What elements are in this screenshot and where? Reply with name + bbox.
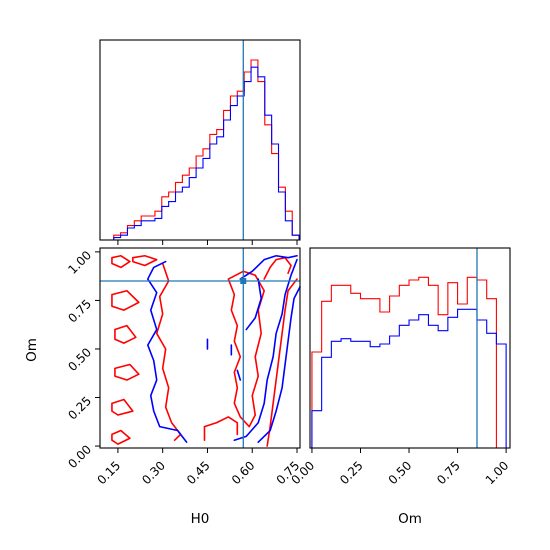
h0-x-tick-label: 0.30 bbox=[139, 458, 168, 487]
om-y-tick-label: 0.25 bbox=[65, 394, 94, 423]
om-histogram-x-tick-label: 1.00 bbox=[483, 458, 512, 487]
contour-line-series-2-5 bbox=[233, 258, 298, 442]
h0-om-contour-frame bbox=[99, 247, 301, 449]
contour-line-series-2-8 bbox=[257, 286, 301, 443]
contour-line-series-1-8 bbox=[111, 429, 131, 445]
om-histogram-content bbox=[311, 248, 507, 449]
h0-histogram-series-1 bbox=[100, 59, 300, 241]
om-axis-label: Om bbox=[398, 511, 422, 527]
h0-om-contour-content bbox=[100, 248, 301, 448]
h0-x-tick-label: 0.15 bbox=[94, 458, 123, 487]
om-histogram-panel: 0.00 0.25 0.50 0.75 1.00 bbox=[288, 247, 511, 487]
contour-line-series-1-10 bbox=[227, 270, 265, 428]
contour-line-series-1-6 bbox=[114, 363, 140, 381]
h0-histogram-ticks bbox=[117, 240, 298, 245]
contour-line-series-1-4 bbox=[111, 289, 140, 311]
om-y-tick-label: 0.00 bbox=[65, 442, 94, 471]
om-y-tick-label: 0.75 bbox=[65, 297, 94, 326]
om-histogram-frame bbox=[309, 247, 511, 449]
contour-line-series-1-11 bbox=[266, 278, 298, 447]
h0-x-tick-label: 0.60 bbox=[229, 458, 258, 487]
h0-histogram-panel bbox=[99, 39, 301, 245]
h0-histogram-content bbox=[100, 40, 300, 241]
om-histogram-x-tick-label: 0.50 bbox=[386, 458, 415, 487]
contour-line-series-2-1 bbox=[146, 260, 188, 443]
om-y-tick-label: 0.50 bbox=[65, 345, 94, 374]
om-histogram-x-tick-label: 0.25 bbox=[337, 458, 366, 487]
contour-line-series-1-3 bbox=[155, 262, 182, 442]
contour-line-series-1-12 bbox=[263, 256, 292, 280]
contour-line-series-1-2 bbox=[132, 254, 158, 267]
om-y-tick-label: 1.00 bbox=[65, 248, 94, 277]
h0-om-contour-x-ticks: 0.15 0.30 0.45 0.60 0.75 bbox=[94, 448, 302, 487]
contour-line-series-1-1 bbox=[111, 254, 131, 269]
contour-line-series-1-9 bbox=[203, 416, 239, 442]
om-histogram-series-1 bbox=[311, 276, 507, 449]
om-y-axis-label: Om bbox=[24, 338, 40, 362]
h0-histogram-frame bbox=[99, 39, 301, 241]
truth-marker bbox=[240, 278, 247, 285]
contour-line-series-2-7 bbox=[245, 278, 262, 331]
h0-histogram-series-2 bbox=[100, 66, 300, 241]
h0-om-contour-y-ticks: 0.00 0.25 0.50 0.75 1.00 bbox=[65, 248, 100, 471]
om-histogram-x-ticks: 0.00 0.25 0.50 0.75 1.00 bbox=[288, 448, 511, 487]
h0-x-tick-label: 0.45 bbox=[184, 458, 213, 487]
contour-line-series-2-6 bbox=[239, 254, 298, 280]
contour-line-series-1-5 bbox=[114, 324, 137, 344]
contour-line-series-1-7 bbox=[111, 398, 134, 416]
h0-om-contour-panel: 0.15 0.30 0.45 0.60 0.75 0.00 0.25 0.50 0.75 1.0… bbox=[65, 247, 302, 487]
h0-axis-label: H0 bbox=[191, 511, 210, 527]
om-histogram-x-tick-label: 0.75 bbox=[434, 458, 463, 487]
contour-line-series-2-4 bbox=[236, 369, 242, 381]
